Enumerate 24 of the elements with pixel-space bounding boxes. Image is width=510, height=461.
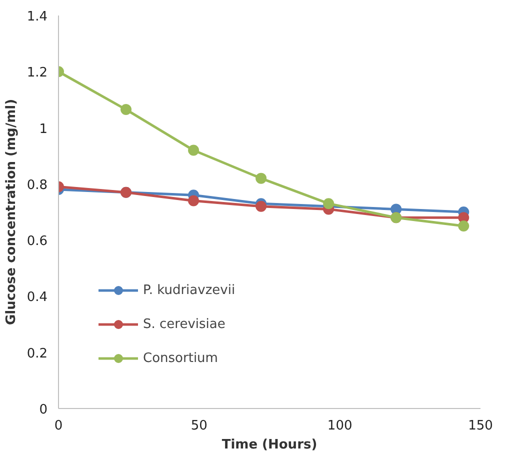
y-axis-title: Glucose concentration (mg/ml)	[4, 98, 19, 326]
point	[458, 220, 470, 232]
y-tick-label: 0	[39, 402, 48, 418]
legend-label: Consortium	[143, 350, 218, 366]
x-tick-label: 150	[468, 418, 493, 434]
y-tick-label: 1.2	[26, 66, 48, 81]
point	[120, 104, 132, 116]
point	[188, 195, 200, 206]
point	[188, 144, 200, 156]
y-tick-label: 1	[39, 122, 48, 137]
x-tick-label: 0	[54, 418, 63, 434]
point	[256, 172, 267, 184]
x-axis-title: Time (Hours)	[222, 438, 318, 452]
legend-label: S. cerevisiae	[143, 316, 226, 332]
y-tick-label: 0.4	[26, 290, 48, 306]
y-tick-label: 1.4	[26, 10, 48, 24]
y-tick-label: 0.6	[26, 234, 48, 250]
legend-label: P. kudriavzevii	[143, 282, 236, 298]
x-tick-label: 50	[190, 418, 208, 434]
point	[256, 200, 267, 212]
y-tick-label: 0.2	[26, 346, 48, 362]
x-tick-label: 100	[327, 418, 352, 434]
point	[323, 198, 334, 210]
y-tick-label: 0.8	[26, 178, 48, 193]
